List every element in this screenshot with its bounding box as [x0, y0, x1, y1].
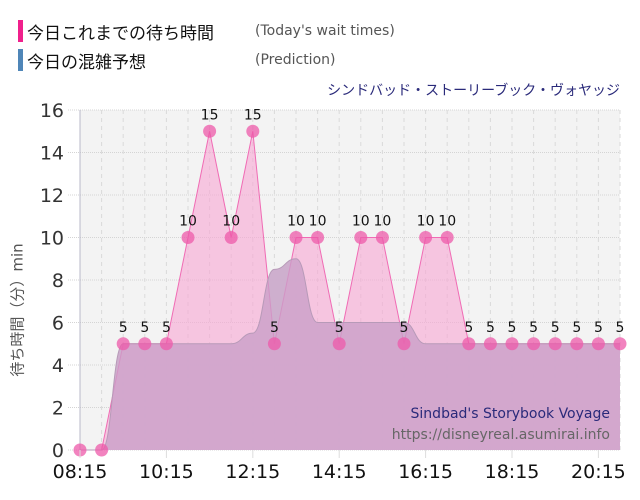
data-point[interactable]	[354, 231, 368, 244]
legend-prediction: 今日の混雑予想 (Prediction)	[18, 49, 336, 73]
y-tick-label: 16	[40, 100, 64, 122]
data-label: 5	[529, 320, 538, 336]
x-tick-label: 08:15	[53, 461, 108, 483]
watermark-ride-name: Sindbad's Storybook Voyage	[410, 406, 610, 422]
legend-actual-label-en: (Today's wait times)	[255, 23, 395, 39]
data-label: 5	[616, 320, 625, 336]
data-label: 5	[270, 320, 279, 336]
legend-actual: 今日これまでの待ち時間 (Today's wait times)	[18, 20, 395, 44]
data-label: 10	[222, 214, 240, 230]
data-point[interactable]	[613, 337, 627, 351]
data-label: 5	[162, 320, 171, 336]
data-label: 10	[352, 214, 370, 230]
data-point[interactable]	[267, 337, 281, 351]
data-label: 5	[400, 320, 409, 336]
data-point[interactable]	[397, 337, 411, 351]
data-point[interactable]	[483, 337, 497, 351]
data-label: 15	[201, 107, 219, 123]
data-point[interactable]	[419, 231, 433, 244]
x-tick-label: 10:15	[139, 461, 194, 483]
data-label: 10	[417, 214, 435, 230]
data-point[interactable]	[505, 337, 519, 351]
data-label: 10	[438, 214, 456, 230]
data-point[interactable]	[116, 337, 130, 351]
legend-prediction-label: 今日の混雑予想	[27, 52, 146, 73]
data-point[interactable]	[138, 337, 152, 351]
data-point[interactable]	[181, 231, 195, 244]
data-label: 15	[244, 107, 262, 123]
data-label: 5	[335, 320, 344, 336]
data-label: 5	[551, 320, 560, 336]
watermark-url: https://disneyreal.asumirai.info	[391, 427, 610, 443]
data-point[interactable]	[203, 124, 217, 138]
data-point[interactable]	[375, 231, 389, 244]
data-label: 10	[287, 214, 305, 230]
y-tick-label: 12	[40, 185, 64, 207]
legend-actual-label: 今日これまでの待ち時間	[27, 23, 214, 44]
data-point[interactable]	[570, 337, 584, 351]
x-tick-label: 16:15	[398, 461, 453, 483]
data-point[interactable]	[224, 231, 238, 244]
data-point[interactable]	[440, 231, 454, 244]
data-label: 10	[309, 214, 327, 230]
legend-prediction-swatch	[18, 49, 23, 71]
data-point[interactable]	[95, 443, 109, 457]
data-point[interactable]	[462, 337, 476, 351]
prediction-overlay	[80, 258, 620, 450]
x-tick-label: 14:15	[312, 461, 367, 483]
data-point[interactable]	[311, 231, 325, 244]
x-tick-label: 18:15	[485, 461, 540, 483]
x-tick-label: 20:15	[571, 461, 626, 483]
y-tick-label: 0	[52, 440, 64, 462]
data-point[interactable]	[591, 337, 605, 351]
y-axis-label: 待ち時間（分）min	[4, 190, 30, 430]
data-point[interactable]	[246, 124, 260, 138]
legend-prediction-label-en: (Prediction)	[255, 52, 336, 68]
data-label: 5	[140, 320, 149, 336]
y-tick-label: 10	[40, 228, 64, 250]
y-tick-label: 14	[40, 143, 64, 165]
data-label: 5	[486, 320, 495, 336]
y-axis-label-text: 待ち時間（分）min	[8, 243, 27, 377]
y-tick-label: 4	[52, 355, 64, 377]
data-label: 5	[594, 320, 603, 336]
data-label: 10	[373, 214, 391, 230]
data-label: 10	[179, 214, 197, 230]
x-tick-label: 12:15	[225, 461, 280, 483]
data-label: 5	[572, 320, 581, 336]
data-label: 5	[508, 320, 517, 336]
y-tick-label: 2	[52, 398, 64, 420]
legend-actual-swatch	[18, 20, 23, 42]
y-tick-label: 8	[52, 270, 64, 292]
data-label: 5	[119, 320, 128, 336]
data-point[interactable]	[289, 231, 303, 244]
data-point[interactable]	[548, 337, 562, 351]
data-point[interactable]	[159, 337, 173, 351]
ride-name-jp: シンドバッド・ストーリーブック・ヴォヤッジ	[327, 83, 620, 99]
data-label: 5	[464, 320, 473, 336]
data-point[interactable]	[527, 337, 541, 351]
y-tick-label: 6	[52, 313, 64, 335]
data-point[interactable]	[332, 337, 346, 351]
